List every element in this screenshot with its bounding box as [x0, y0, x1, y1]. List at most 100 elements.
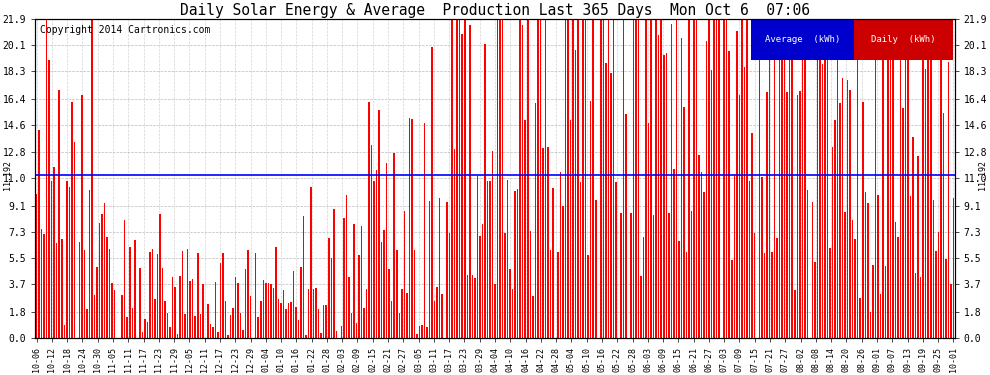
- Bar: [645, 19, 646, 338]
- Bar: [41, 229, 43, 338]
- Bar: [631, 213, 632, 338]
- Bar: [454, 149, 455, 338]
- Bar: [494, 284, 496, 338]
- Bar: [711, 70, 713, 338]
- Bar: [636, 19, 637, 338]
- Bar: [434, 301, 436, 338]
- Bar: [822, 64, 824, 338]
- Bar: [840, 104, 841, 338]
- Bar: [197, 253, 199, 338]
- Bar: [179, 276, 181, 338]
- Bar: [647, 123, 649, 338]
- Bar: [701, 172, 702, 338]
- Bar: [872, 265, 873, 338]
- Bar: [928, 19, 929, 338]
- Bar: [308, 289, 309, 338]
- Bar: [288, 303, 289, 338]
- Bar: [620, 213, 622, 338]
- Bar: [675, 19, 677, 338]
- Bar: [857, 19, 858, 338]
- Bar: [794, 290, 796, 338]
- Bar: [827, 19, 829, 338]
- Bar: [432, 46, 433, 338]
- Bar: [719, 19, 720, 338]
- Bar: [365, 290, 367, 338]
- Bar: [172, 277, 173, 338]
- Text: Daily  (kWh): Daily (kWh): [871, 35, 936, 44]
- Bar: [859, 298, 861, 338]
- Bar: [225, 301, 227, 338]
- Bar: [484, 44, 486, 338]
- Bar: [336, 331, 337, 338]
- Bar: [746, 19, 747, 338]
- Bar: [341, 326, 343, 338]
- Bar: [184, 314, 186, 338]
- Bar: [665, 54, 667, 338]
- Bar: [348, 277, 349, 338]
- Bar: [890, 19, 891, 338]
- Bar: [572, 19, 574, 338]
- Bar: [406, 293, 408, 338]
- Bar: [358, 255, 359, 338]
- Bar: [543, 148, 544, 338]
- Bar: [570, 120, 571, 338]
- Text: Average  (kWh): Average (kWh): [765, 35, 841, 44]
- Bar: [459, 19, 460, 338]
- Bar: [691, 211, 692, 338]
- Bar: [520, 19, 521, 338]
- Bar: [650, 19, 652, 338]
- Bar: [945, 259, 946, 338]
- Bar: [243, 330, 244, 338]
- Bar: [275, 247, 276, 338]
- Bar: [892, 19, 894, 338]
- Bar: [575, 50, 576, 338]
- Bar: [600, 19, 602, 338]
- Bar: [814, 262, 816, 338]
- Bar: [220, 262, 221, 338]
- Bar: [182, 251, 183, 338]
- Bar: [39, 130, 40, 338]
- Bar: [880, 294, 881, 338]
- Bar: [277, 299, 279, 338]
- Bar: [202, 284, 204, 338]
- Bar: [285, 309, 287, 338]
- Bar: [321, 333, 322, 338]
- Bar: [869, 312, 871, 338]
- Bar: [262, 280, 264, 338]
- Bar: [36, 194, 38, 338]
- Bar: [96, 267, 98, 338]
- Bar: [66, 181, 67, 338]
- Bar: [233, 308, 234, 338]
- Bar: [527, 19, 529, 338]
- Bar: [215, 282, 216, 338]
- Bar: [448, 233, 450, 338]
- Bar: [388, 269, 390, 338]
- Bar: [900, 19, 901, 338]
- Bar: [660, 19, 662, 338]
- Bar: [525, 120, 526, 338]
- Bar: [502, 19, 503, 338]
- Bar: [910, 196, 912, 338]
- Bar: [537, 19, 539, 338]
- Bar: [874, 19, 876, 338]
- Bar: [709, 19, 710, 338]
- Bar: [918, 156, 919, 338]
- Bar: [46, 19, 48, 338]
- Bar: [368, 102, 370, 338]
- Bar: [230, 315, 232, 338]
- Bar: [897, 237, 899, 338]
- Bar: [316, 288, 317, 338]
- Bar: [373, 180, 375, 338]
- Bar: [228, 335, 229, 338]
- Bar: [489, 181, 491, 338]
- Bar: [559, 172, 561, 338]
- Bar: [512, 290, 514, 338]
- Bar: [547, 147, 548, 338]
- Bar: [641, 276, 642, 338]
- Bar: [590, 100, 591, 338]
- Bar: [134, 240, 136, 338]
- Bar: [328, 238, 330, 338]
- Bar: [670, 24, 672, 338]
- Bar: [154, 299, 155, 338]
- Bar: [681, 38, 682, 338]
